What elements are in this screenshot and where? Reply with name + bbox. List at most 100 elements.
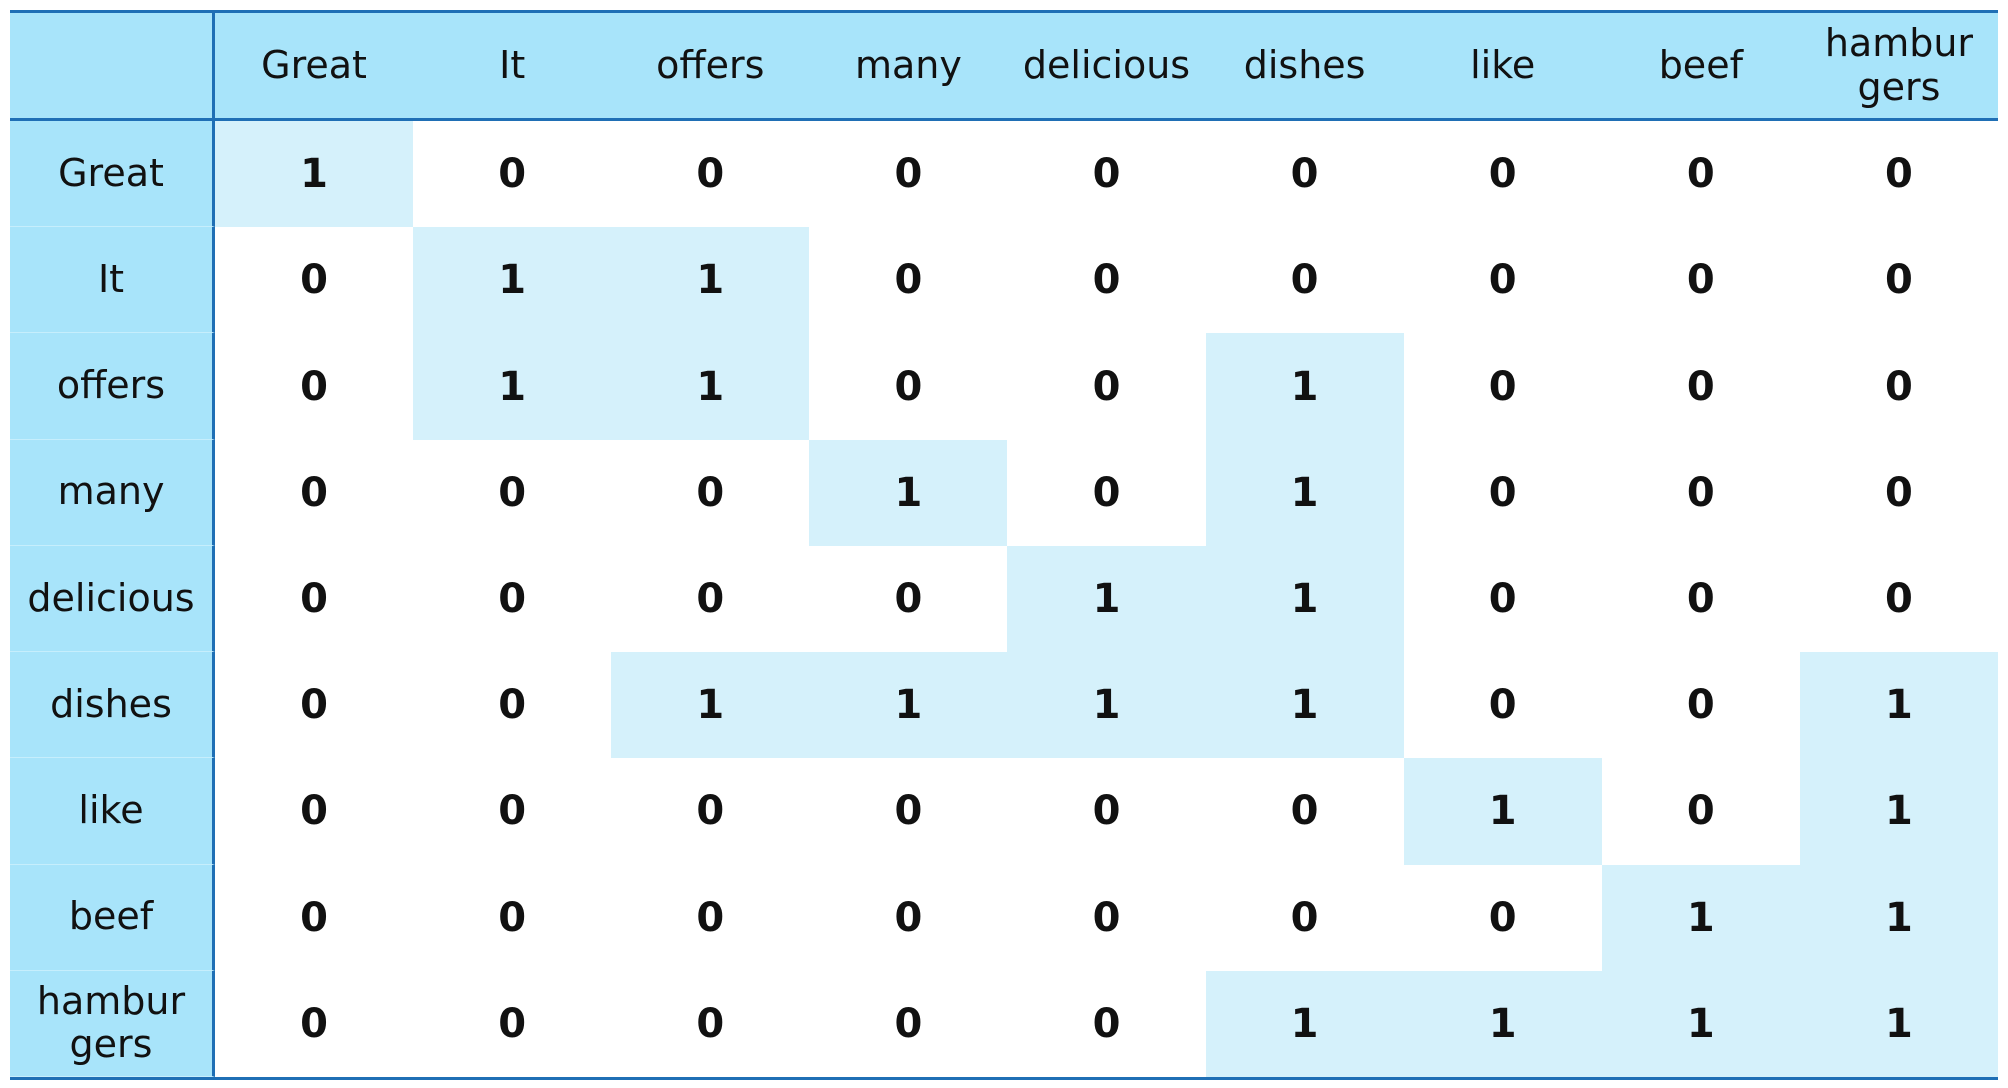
column-header: Great	[215, 13, 414, 121]
column-header: like	[1403, 13, 1602, 121]
matrix-cell: 0	[1488, 257, 1517, 304]
matrix-cell: 0	[1885, 151, 1913, 198]
matrix-cell: 0	[696, 575, 725, 622]
matrix-cell: 1	[1007, 652, 1206, 759]
matrix-cell: 0	[1290, 151, 1319, 198]
matrix-cell: 0	[1488, 151, 1517, 198]
matrix-cell: 0	[1488, 469, 1517, 516]
matrix-cell: 0	[300, 1000, 328, 1047]
matrix-cell: 0	[1092, 469, 1121, 516]
matrix-cell: 1	[1799, 758, 1998, 865]
matrix-cell: 0	[498, 682, 527, 729]
matrix-cell: 1	[1205, 652, 1404, 759]
matrix-cell: 0	[498, 1000, 527, 1047]
matrix-cell: 0	[1488, 575, 1517, 622]
matrix-cell: 0	[498, 469, 527, 516]
matrix-cell: 1	[1403, 970, 1602, 1077]
row-header: beef	[10, 864, 215, 971]
matrix-cell: 1	[1205, 545, 1404, 653]
column-header: offers	[611, 13, 810, 121]
matrix-cell: 0	[696, 894, 725, 941]
matrix-cell: 0	[1686, 363, 1715, 410]
matrix-cell: 0	[894, 363, 923, 410]
matrix-cell: 0	[894, 151, 923, 198]
matrix-cell: 0	[696, 151, 725, 198]
matrix-cell: 1	[1799, 864, 1998, 971]
matrix-cell: 0	[1686, 257, 1715, 304]
matrix-cell: 0	[894, 575, 923, 622]
matrix-cell: 0	[1290, 894, 1319, 941]
matrix-cell: 0	[1686, 469, 1715, 516]
matrix-cell: 0	[1885, 363, 1913, 410]
matrix-cell: 0	[1885, 257, 1913, 304]
matrix-table: Great It offers many delicious dishes like beef…	[10, 10, 1998, 1080]
row-header: dishes	[10, 652, 215, 759]
matrix-cell: 1	[1007, 545, 1206, 653]
column-header: many	[809, 13, 1008, 121]
matrix-cell: 0	[1885, 469, 1913, 516]
matrix-cell: 1	[413, 227, 612, 334]
matrix-cell: 0	[1092, 1000, 1121, 1047]
matrix-cell: 0	[1092, 363, 1121, 410]
matrix-cell: 1	[1403, 758, 1602, 865]
column-header: hambur gers	[1799, 13, 1998, 121]
matrix-cell: 1	[1601, 864, 1800, 971]
matrix-cell: 0	[1686, 151, 1715, 198]
matrix-cell: 0	[1885, 575, 1913, 622]
matrix-cell: 0	[696, 1000, 725, 1047]
matrix-cell: 1	[1205, 970, 1404, 1077]
matrix-cell: 0	[1686, 575, 1715, 622]
matrix-cell: 0	[498, 894, 527, 941]
row-header: It	[10, 227, 215, 334]
matrix-cell: 0	[1092, 257, 1121, 304]
matrix-cell: 1	[611, 227, 810, 334]
matrix-cell: 1	[1205, 439, 1404, 546]
matrix-cell: 0	[300, 257, 328, 304]
matrix-cell: 0	[1488, 363, 1517, 410]
matrix-cell: 0	[300, 363, 328, 410]
matrix-cell: 0	[1290, 257, 1319, 304]
matrix-cell: 0	[498, 788, 527, 835]
matrix-cell: 1	[215, 121, 414, 228]
corner-cell	[10, 13, 215, 121]
row-header: hambur gers	[10, 970, 215, 1077]
matrix-cell: 0	[696, 469, 725, 516]
matrix-cell: 1	[1799, 652, 1998, 759]
matrix-cell: 0	[300, 682, 328, 729]
matrix-cell: 0	[894, 894, 923, 941]
matrix-cell: 1	[809, 652, 1008, 759]
column-header: It	[413, 13, 612, 121]
matrix-cell: 0	[1686, 788, 1715, 835]
matrix-cell: 0	[894, 257, 923, 304]
matrix-cell: 0	[1488, 894, 1517, 941]
matrix-cell: 0	[498, 575, 527, 622]
matrix-cell: 0	[894, 788, 923, 835]
matrix-cell: 0	[1092, 894, 1121, 941]
matrix-cell: 1	[1799, 970, 1998, 1077]
matrix-cell: 0	[894, 1000, 923, 1047]
matrix-cell: 1	[611, 333, 810, 440]
matrix-cell: 0	[300, 894, 328, 941]
matrix-cell: 0	[1092, 788, 1121, 835]
matrix-cell: 0	[696, 788, 725, 835]
row-header: Great	[10, 121, 215, 228]
matrix-cell: 1	[809, 439, 1008, 546]
column-header: beef	[1601, 13, 1800, 121]
matrix-cell: 0	[1686, 682, 1715, 729]
matrix-cell: 0	[1488, 682, 1517, 729]
matrix-cell: 0	[300, 575, 328, 622]
matrix-cell: 0	[1290, 788, 1319, 835]
matrix-cell: 0	[498, 151, 527, 198]
matrix-cell: 0	[300, 469, 328, 516]
matrix-cell: 1	[611, 652, 810, 759]
matrix-cell: 1	[1601, 970, 1800, 1077]
matrix-cell: 0	[300, 788, 328, 835]
row-header: delicious	[10, 545, 215, 653]
matrix-cell: 0	[1092, 151, 1121, 198]
matrix-cell: 1	[1205, 333, 1404, 440]
column-header: dishes	[1205, 13, 1404, 121]
row-header: offers	[10, 333, 215, 440]
matrix-cell: 1	[413, 333, 612, 440]
row-header: like	[10, 758, 215, 865]
